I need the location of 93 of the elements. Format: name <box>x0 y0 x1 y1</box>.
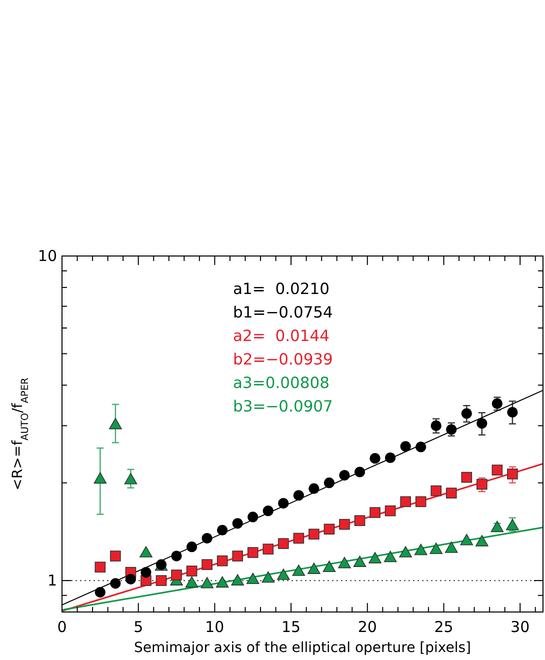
x-axis-title: Semimajor axis of the elliptical operture [pixels] <box>134 640 471 656</box>
point <box>94 472 107 484</box>
point <box>400 496 411 508</box>
point <box>322 560 336 572</box>
annotation: a1= 0.0210 <box>233 280 330 298</box>
point <box>461 408 472 419</box>
point <box>278 498 289 509</box>
point <box>461 472 472 483</box>
point <box>216 576 229 588</box>
point <box>476 478 488 490</box>
x-tick-label: 20 <box>358 618 377 636</box>
point <box>216 555 228 566</box>
point <box>156 575 167 586</box>
point <box>506 518 519 530</box>
point <box>200 576 214 588</box>
point <box>507 468 518 480</box>
point <box>399 546 412 558</box>
point <box>354 515 366 526</box>
point <box>246 572 260 584</box>
point <box>308 483 320 494</box>
annotation: b1=−0.0754 <box>233 304 333 322</box>
point <box>293 532 304 544</box>
point <box>384 550 397 562</box>
point <box>416 442 426 452</box>
point <box>278 538 289 549</box>
point <box>140 546 152 558</box>
point <box>354 466 366 478</box>
y-tick-label: 1 <box>47 572 57 590</box>
point <box>94 587 106 598</box>
point <box>262 571 275 583</box>
point <box>446 488 457 498</box>
point <box>248 512 258 522</box>
point <box>125 574 136 584</box>
point <box>492 398 502 409</box>
point <box>171 570 182 580</box>
point <box>353 556 366 567</box>
point <box>262 506 274 516</box>
point <box>308 528 320 540</box>
x-tick-label: 10 <box>205 618 224 636</box>
annotation: a2= 0.0144 <box>233 327 330 345</box>
point <box>414 544 428 556</box>
point <box>476 418 488 429</box>
point <box>202 532 212 544</box>
x-tick-label: 0 <box>57 618 67 636</box>
point <box>324 524 335 535</box>
point <box>384 505 396 516</box>
annotation: b2=−0.0939 <box>233 350 333 368</box>
point <box>368 552 382 564</box>
point <box>370 453 380 464</box>
point <box>262 544 274 554</box>
point <box>339 470 350 481</box>
x-tick-label: 15 <box>282 618 301 636</box>
x-tick-label: 30 <box>510 618 530 636</box>
point <box>185 576 198 588</box>
x-tick-label: 25 <box>434 618 454 636</box>
point <box>507 406 518 418</box>
point <box>186 542 198 552</box>
point <box>232 550 244 562</box>
annotation: b3=−0.0907 <box>233 398 333 416</box>
point <box>217 524 228 536</box>
point <box>140 567 152 578</box>
point <box>492 464 503 476</box>
point <box>247 547 258 558</box>
point <box>460 534 474 546</box>
annotation: a3=0.00808 <box>233 374 330 392</box>
point <box>308 562 320 574</box>
point <box>430 485 442 496</box>
point <box>370 507 380 518</box>
point <box>444 542 458 553</box>
point <box>430 542 443 554</box>
point <box>124 472 138 484</box>
point <box>110 578 121 589</box>
point <box>490 520 504 532</box>
point <box>277 568 290 580</box>
point <box>231 574 244 586</box>
point <box>400 441 411 452</box>
point <box>415 496 426 508</box>
point <box>338 556 351 568</box>
x-tick-label: 5 <box>134 618 144 636</box>
point <box>110 550 121 562</box>
point <box>339 518 350 530</box>
point <box>385 452 396 464</box>
point <box>292 564 306 576</box>
point <box>430 420 442 431</box>
point <box>293 490 304 501</box>
point <box>171 550 182 562</box>
point <box>202 559 212 570</box>
point <box>109 418 122 430</box>
point <box>476 535 488 546</box>
point <box>324 478 335 488</box>
point <box>186 566 198 576</box>
point <box>94 562 106 573</box>
point <box>232 518 243 529</box>
